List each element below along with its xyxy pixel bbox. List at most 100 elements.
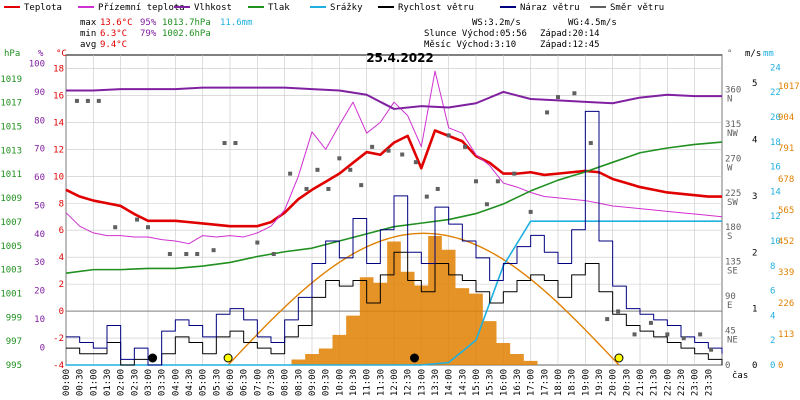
wm2-tick-label: 565 <box>778 206 794 216</box>
wm2-tick-label: 1017 <box>778 82 800 92</box>
temp-tick-label: 14 <box>53 118 64 128</box>
temp-tick-label: 8 <box>59 199 64 209</box>
wind-direction-point <box>337 156 342 161</box>
x-tick-label: 17:30 <box>540 369 550 396</box>
dir-tick-label: 135 <box>725 258 741 268</box>
x-tick-label: 09:00 <box>308 369 318 396</box>
wind-direction-point <box>605 317 610 322</box>
x-tick-label: 08:00 <box>281 369 291 396</box>
x-tick-label: 11:00 <box>363 369 373 396</box>
hpa-tick-label: 999 <box>6 313 22 323</box>
hum-tick-label: 50 <box>34 201 45 211</box>
hpa-tick-label: 1009 <box>0 194 22 204</box>
stat-max-hum: 95% <box>140 18 157 28</box>
stat-avg-label: avg <box>80 40 96 50</box>
x-tick-label: 06:00 <box>226 369 236 396</box>
mm-tick-label: 6 <box>770 287 775 297</box>
dir-tick-compass: NE <box>727 336 738 346</box>
hum-tick-label: 80 <box>34 116 45 126</box>
wm2-tick-label: 904 <box>778 113 794 123</box>
legend: Teplota Přízemní teplota Vlhkost Tlak Srážky… <box>4 3 664 13</box>
stat-min-hum: 79% <box>140 29 157 39</box>
x-tick-label: 01:30 <box>103 369 113 396</box>
ms-tick-label: 3 <box>752 192 757 202</box>
wm2-tick-label: 678 <box>778 175 794 185</box>
dir-tick-compass: S <box>727 232 732 242</box>
mm-tick-label: 0 <box>770 361 775 371</box>
dir-tick-label: 90 <box>725 292 736 302</box>
x-tick-label: 16:30 <box>513 369 523 396</box>
mm-tick-label: 2 <box>770 336 775 346</box>
wind-direction-point <box>484 202 489 207</box>
temp-tick-label: -2 <box>53 334 64 344</box>
mm-tick-label: 4 <box>770 311 775 321</box>
wind-direction-point <box>556 95 560 100</box>
hpa-tick-label: 1001 <box>0 289 22 299</box>
temp-tick-label: 4 <box>59 253 64 263</box>
ms-tick-label: 0 <box>752 361 757 371</box>
astro-info: WS:3.2m/s WG:4.5m/s Slunce Východ:05:56 … <box>424 18 617 50</box>
axes-labels: -4-2024681012141618995997999100110031005… <box>0 60 799 397</box>
wind-direction-point <box>167 252 172 257</box>
stat-avg-temp: 9.4°C <box>100 40 127 50</box>
sunset-marker <box>614 353 624 363</box>
x-tick-label: 20:30 <box>622 369 632 396</box>
wind-direction-point <box>424 194 429 199</box>
dir-tick-compass: SE <box>727 267 738 277</box>
wm2-tick-label: 226 <box>778 299 794 309</box>
wind-direction-point <box>113 225 118 230</box>
moonrise-info: Měsíc Východ:3:10 <box>424 40 516 50</box>
x-tick-label: 22:00 <box>663 369 673 396</box>
series-line <box>66 86 722 110</box>
wind-direction-point <box>446 133 451 138</box>
dir-tick-label: 0 <box>725 361 730 371</box>
mm-tick-label: 24 <box>770 63 781 73</box>
wind-direction-point <box>435 186 440 191</box>
wind-direction-point <box>495 179 500 184</box>
hum-tick-label: 30 <box>34 258 45 268</box>
wind-direction-point <box>315 167 320 172</box>
hum-tick-label: 20 <box>34 287 45 297</box>
x-tick-label: 13:00 <box>417 369 427 396</box>
wind-gust-info: WG:4.5m/s <box>568 18 617 28</box>
hum-tick-label: 0 <box>40 343 45 353</box>
moonset-marker <box>410 353 419 363</box>
wind-direction-point <box>386 148 391 153</box>
series-line <box>66 110 723 366</box>
dir-tick-label: 315 <box>725 120 741 130</box>
hum-tick-label: 10 <box>34 315 45 325</box>
wm2-tick-label: 791 <box>778 144 794 154</box>
wind-direction-point <box>348 167 353 172</box>
series-line <box>66 251 723 366</box>
x-tick-label: 07:00 <box>253 369 263 396</box>
x-tick-label: 09:30 <box>322 369 332 396</box>
wind-direction-point <box>698 332 703 337</box>
temp-tick-label: 0 <box>59 307 64 317</box>
x-tick-label: 12:00 <box>390 369 400 396</box>
wind-direction-point <box>665 332 670 337</box>
hpa-tick-label: 1017 <box>0 99 22 109</box>
irradiance-area <box>291 236 538 365</box>
astro-markers <box>148 353 624 363</box>
hum-tick-label: 70 <box>34 145 45 155</box>
x-tick-label: 02:30 <box>130 369 140 396</box>
wind-direction-point <box>616 309 621 314</box>
unit-percent: % <box>38 49 44 59</box>
wind-direction-point <box>370 144 375 149</box>
x-tick-label: 05:00 <box>199 369 209 396</box>
x-tick-label: 22:30 <box>677 369 687 396</box>
x-tick-label: 17:00 <box>527 369 537 396</box>
x-tick-label: 21:00 <box>636 369 646 396</box>
unit-mm: mm <box>763 49 774 59</box>
x-tick-label: 04:00 <box>171 369 181 396</box>
mm-tick-label: 18 <box>770 138 781 148</box>
wind-direction-point <box>648 320 653 325</box>
wind-direction-point <box>271 252 276 257</box>
x-tick-label: 14:00 <box>445 369 455 396</box>
x-tick-label: 12:30 <box>404 369 414 396</box>
hpa-tick-label: 997 <box>6 337 22 347</box>
dir-tick-compass: E <box>727 301 732 311</box>
dir-tick-compass: SW <box>727 198 738 208</box>
mm-tick-label: 10 <box>770 237 781 247</box>
ms-tick-label: 4 <box>752 136 757 146</box>
